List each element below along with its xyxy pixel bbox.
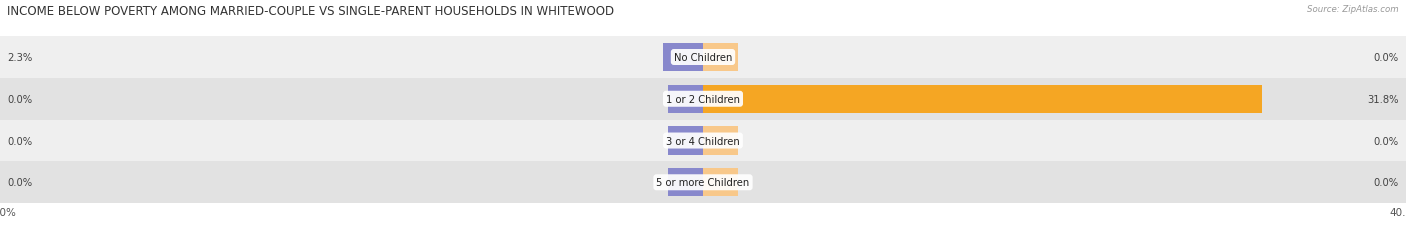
Bar (0, 79, 1406, 120)
Text: Source: ZipAtlas.com: Source: ZipAtlas.com (1308, 5, 1399, 14)
Bar (668, 127, 703, 155)
Bar (0, 162, 1406, 203)
Text: 31.8%: 31.8% (1368, 94, 1399, 104)
Text: 0.0%: 0.0% (7, 177, 32, 188)
Text: INCOME BELOW POVERTY AMONG MARRIED-COUPLE VS SINGLE-PARENT HOUSEHOLDS IN WHITEWO: INCOME BELOW POVERTY AMONG MARRIED-COUPL… (7, 5, 614, 18)
Bar (668, 168, 703, 197)
Text: 0.0%: 0.0% (7, 94, 32, 104)
Bar (0, 37, 1406, 79)
Bar (0, 120, 1406, 162)
Text: 5 or more Children: 5 or more Children (657, 177, 749, 188)
Bar (703, 168, 738, 197)
Bar (668, 85, 703, 113)
Text: 3 or 4 Children: 3 or 4 Children (666, 136, 740, 146)
Text: 0.0%: 0.0% (1374, 53, 1399, 63)
Bar (703, 127, 738, 155)
Text: 0.0%: 0.0% (1374, 177, 1399, 188)
Bar (703, 44, 738, 72)
Bar (703, 85, 1263, 113)
Text: 0.0%: 0.0% (7, 136, 32, 146)
Bar (662, 44, 703, 72)
Text: 0.0%: 0.0% (1374, 136, 1399, 146)
Text: 2.3%: 2.3% (7, 53, 32, 63)
Text: No Children: No Children (673, 53, 733, 63)
Text: 1 or 2 Children: 1 or 2 Children (666, 94, 740, 104)
